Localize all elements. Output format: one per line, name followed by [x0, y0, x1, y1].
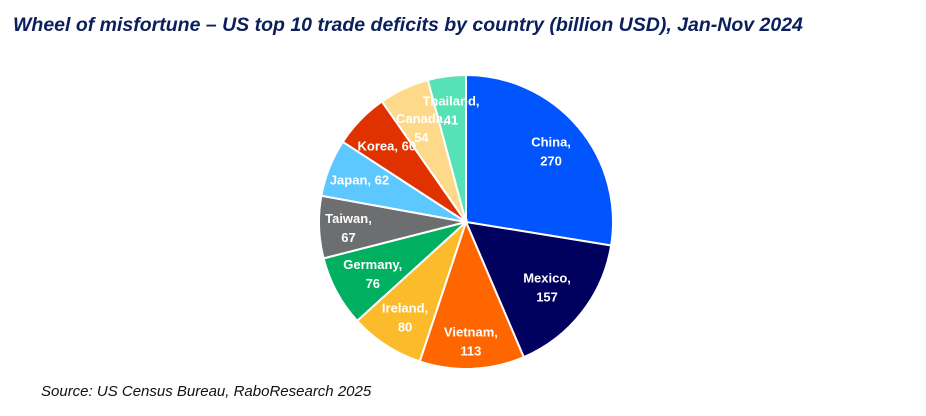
data-label-ireland: Ireland, 80 — [382, 301, 428, 335]
data-label-canada: Canada, 54 — [396, 111, 447, 145]
data-label-thailand: Thailand, 41 — [422, 93, 479, 127]
data-label-germany: Germany, 76 — [343, 257, 402, 291]
data-label-china: China, 270 — [531, 135, 571, 169]
chart-source: Source: US Census Bureau, RaboResearch 2… — [41, 383, 372, 400]
chart-title: Wheel of misfortune – US top 10 trade de… — [13, 14, 803, 36]
data-label-japan: Japan, 62 — [330, 173, 389, 188]
data-label-vietnam: Vietnam, 113 — [444, 324, 498, 358]
data-label-mexico: Mexico, 157 — [523, 270, 571, 304]
pie-slice-china — [465, 73, 614, 247]
data-label-taiwan: Taiwan, 67 — [325, 211, 372, 245]
data-label-korea: Korea, 60 — [358, 138, 417, 153]
pie-slice-vietnam — [418, 219, 526, 370]
pie-slice-thailand — [426, 73, 467, 223]
pie-slice-mexico — [464, 220, 613, 359]
